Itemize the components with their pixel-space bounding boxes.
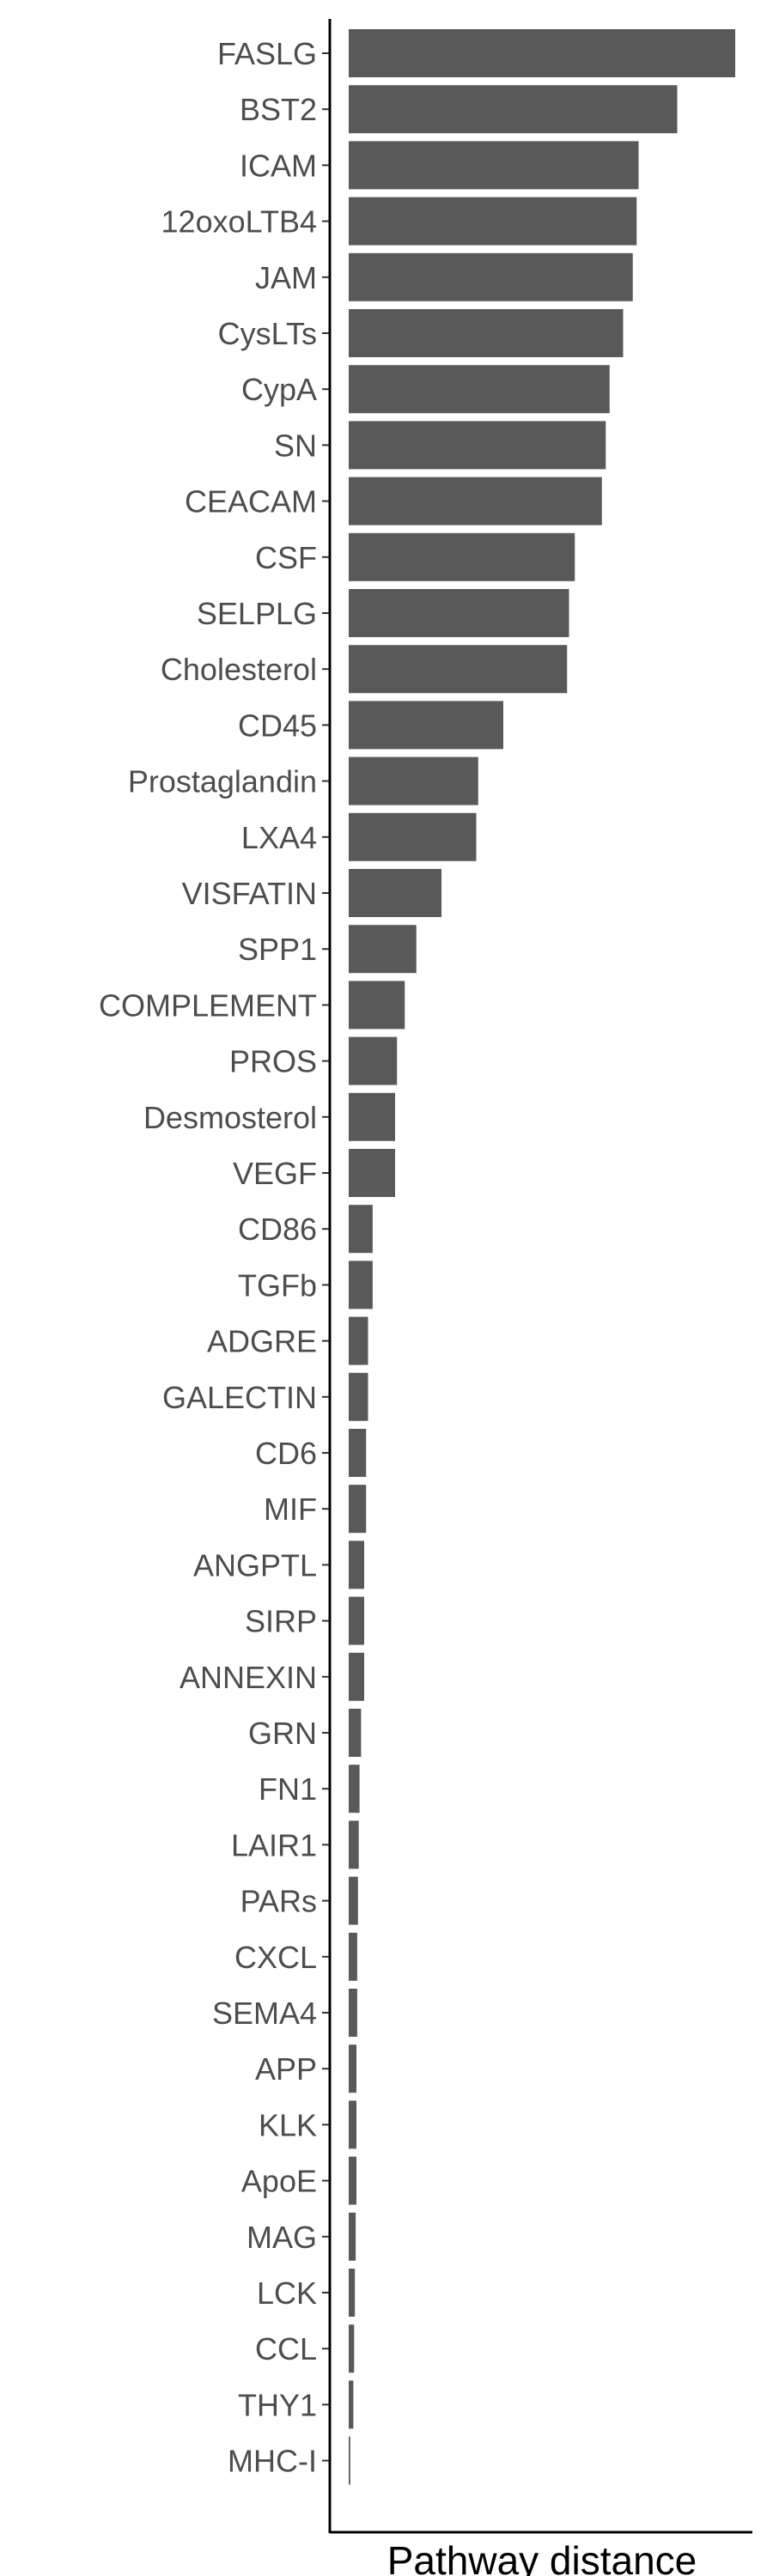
bar-LCK <box>349 2269 356 2317</box>
y-tick-label: ANNEXIN <box>180 1660 317 1695</box>
y-tick-label: TGFb <box>238 1267 317 1303</box>
bar-SPP1 <box>349 925 417 974</box>
y-tick-label: BST2 <box>240 92 317 127</box>
bar-JAM <box>349 252 633 301</box>
bar-CD86 <box>349 1205 373 1254</box>
bar-VISFATIN <box>349 869 441 917</box>
bar-APP <box>349 2044 356 2093</box>
y-tick-label: KLK <box>259 2107 317 2142</box>
y-tick-label: SPP1 <box>238 932 317 967</box>
y-tick-label: Prostaglandin <box>128 764 317 799</box>
x-axis-title: Pathway distance <box>387 2538 697 2576</box>
bar-MIF <box>349 1485 367 1534</box>
y-tick-label: 12oxoLTB4 <box>161 204 317 240</box>
y-tick-label: LAIR1 <box>231 1827 317 1862</box>
bar-PARs <box>349 1876 358 1925</box>
bar-CXCL <box>349 1932 357 1981</box>
y-tick-label: GALECTIN <box>162 1380 317 1415</box>
bar-LAIR1 <box>349 1820 359 1869</box>
y-tick-label: GRN <box>248 1716 317 1751</box>
y-tick-label: ApoE <box>241 2164 317 2199</box>
bar-SELPLG <box>349 589 569 637</box>
y-tick-label: MIF <box>264 1492 317 1527</box>
y-tick-label: ANGPTL <box>193 1547 317 1583</box>
bar-SIRP <box>349 1596 364 1645</box>
y-tick-label: CysLTs <box>218 316 317 351</box>
y-tick-label: CD86 <box>238 1212 317 1247</box>
bar-CSF <box>349 532 575 581</box>
y-tick-label: CCL <box>255 2331 317 2366</box>
bar-CEACAM <box>349 477 602 526</box>
y-tick-label: VISFATIN <box>182 876 317 911</box>
bar-ANGPTL <box>349 1540 364 1589</box>
bar-CD45 <box>349 701 503 750</box>
y-tick-label: MHC-I <box>228 2444 317 2479</box>
bar-CysLTs <box>349 309 624 357</box>
bars-group <box>349 29 735 2485</box>
bar-MAG <box>349 2212 356 2261</box>
bar-SN <box>349 421 606 470</box>
bar-12oxoLTB4 <box>349 197 637 246</box>
y-tick-label: CypA <box>241 372 317 407</box>
y-tick-label: LCK <box>257 2275 317 2311</box>
y-tick-label: MAG <box>247 2220 317 2255</box>
y-tick-label: FASLG <box>217 36 317 71</box>
y-tick-label: SIRP <box>245 1604 317 1639</box>
bar-VEGF <box>349 1149 395 1197</box>
y-tick-label: SELPLG <box>197 596 317 631</box>
bar-ADGRE <box>349 1316 368 1365</box>
bar-BST2 <box>349 85 678 134</box>
bar-KLK <box>349 2100 356 2149</box>
y-tick-label: PROS <box>229 1044 317 1079</box>
y-tick-label: LXA4 <box>241 820 317 855</box>
y-tick-label: APP <box>255 2051 317 2087</box>
y-tick-label: CD45 <box>238 708 317 743</box>
bar-GRN <box>349 1709 362 1757</box>
bar-COMPLEMENT <box>349 981 405 1030</box>
bar-ICAM <box>349 141 639 190</box>
bar-THY1 <box>349 2380 354 2429</box>
bar-ANNEXIN <box>349 1652 364 1701</box>
bar-CypA <box>349 365 610 414</box>
bar-CCL <box>349 2324 355 2373</box>
bar-LXA4 <box>349 812 477 861</box>
bar-PROS <box>349 1036 398 1085</box>
bar-Cholesterol <box>349 645 568 694</box>
bar-Prostaglandin <box>349 756 478 805</box>
bar-CD6 <box>349 1429 367 1477</box>
y-tick-label: FN1 <box>259 1771 317 1807</box>
y-tick-label: Desmosterol <box>143 1100 317 1135</box>
bar-GALECTIN <box>349 1372 368 1421</box>
y-tick-label: CSF <box>255 540 317 575</box>
y-tick-label: ICAM <box>240 148 317 183</box>
y-tick-label: CEACAM <box>185 484 317 519</box>
y-tick-label: CXCL <box>234 1940 317 1975</box>
y-tick-label: SN <box>274 428 317 463</box>
y-tick-label: ADGRE <box>207 1324 317 1359</box>
bar-FASLG <box>349 29 735 77</box>
bar-Desmosterol <box>349 1092 395 1141</box>
y-tick-label: THY1 <box>238 2387 317 2422</box>
y-tick-label: CD6 <box>255 1436 317 1471</box>
y-tick-label: COMPLEMENT <box>99 987 317 1023</box>
y-tick-label: SEMA4 <box>212 1996 317 2031</box>
y-tick-label: Cholesterol <box>161 652 317 687</box>
bar-TGFb <box>349 1261 373 1309</box>
y-tick-label: JAM <box>255 260 317 295</box>
y-axis-ticks: FASLG BST2 ICAM 12oxoLTB4 JAM CysLTs CypA SN CEA… <box>99 36 330 2479</box>
y-tick-label: VEGF <box>233 1156 317 1191</box>
bar-MHC-I <box>349 2436 350 2485</box>
bar-ApoE <box>349 2156 356 2205</box>
bar-SEMA4 <box>349 1989 357 2037</box>
y-tick-label: PARs <box>240 1884 317 1919</box>
bar-FN1 <box>349 1765 360 1814</box>
